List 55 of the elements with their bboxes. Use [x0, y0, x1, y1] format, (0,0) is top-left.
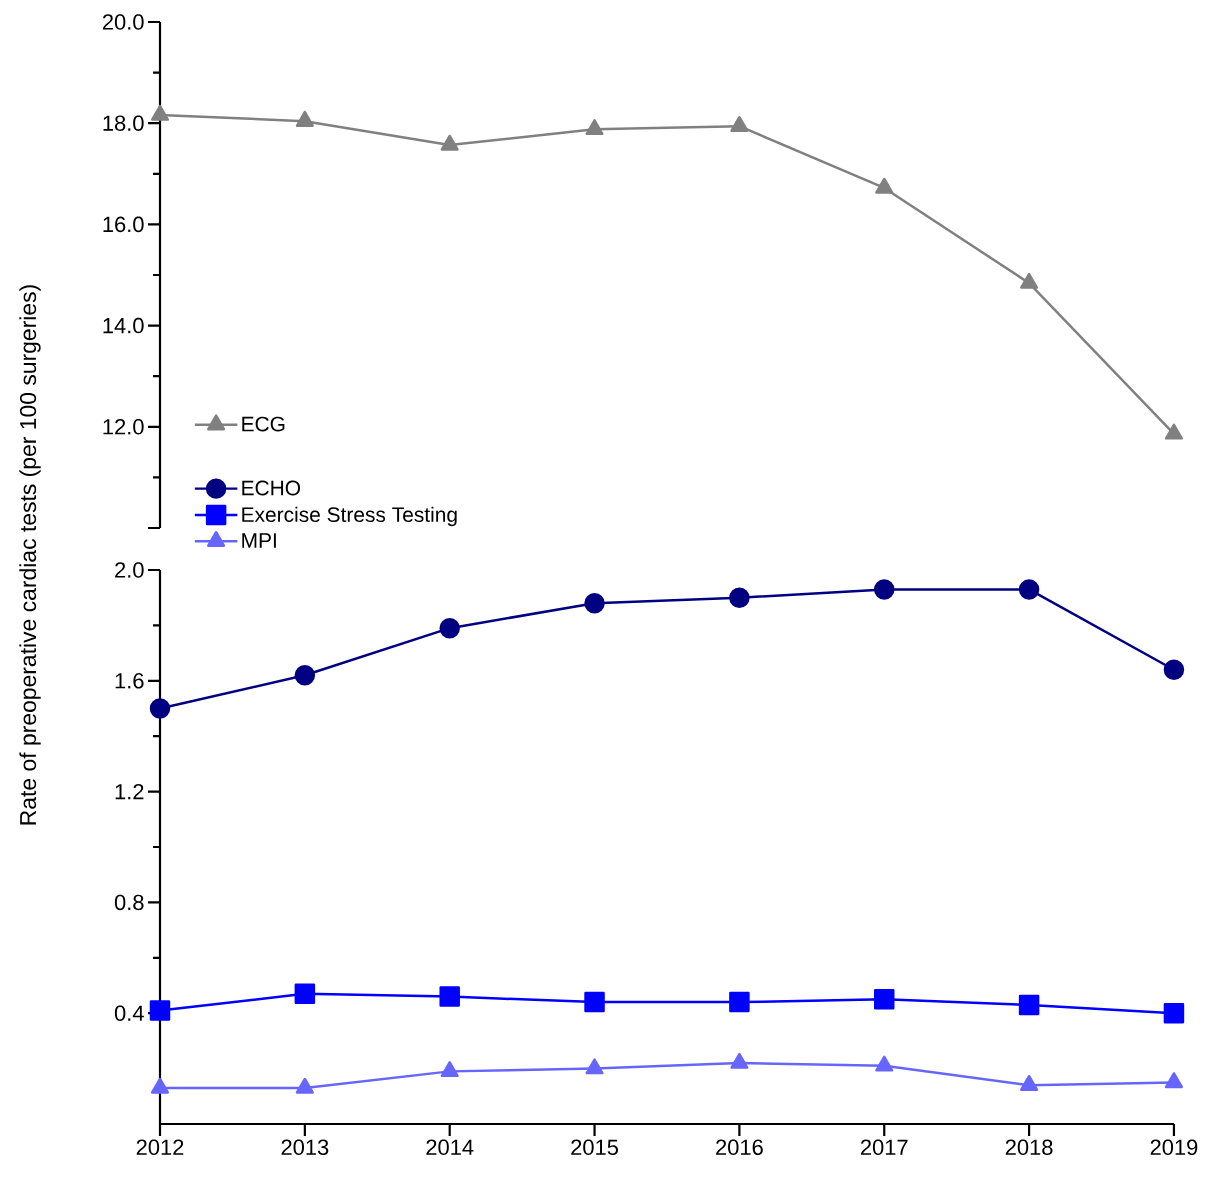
x-tick-label: 2015	[571, 1139, 618, 1156]
point	[729, 587, 750, 608]
point	[875, 177, 894, 194]
point	[294, 665, 316, 686]
x-tick-label: 2018	[1005, 1139, 1053, 1156]
y-tick-label: 16.0	[103, 216, 144, 233]
x-tick-label: 2012	[136, 1139, 184, 1156]
y-tick-label: 12.0	[103, 419, 144, 435]
point	[1164, 423, 1183, 440]
legend-label: ECHO	[242, 480, 301, 496]
legend-label: Exercise Stress Testing	[242, 506, 457, 527]
y-tick-label: 1.2	[115, 783, 144, 800]
point	[1020, 272, 1039, 289]
point	[874, 579, 895, 600]
point	[585, 119, 604, 136]
y-tick-label: 14.0	[103, 317, 144, 334]
point	[1163, 1002, 1185, 1024]
legend-label: ECG	[242, 416, 285, 432]
point	[439, 617, 460, 639]
y-tick-label: 1.6	[115, 673, 144, 689]
y-tick-label: 20.0	[102, 14, 144, 30]
point	[440, 134, 459, 151]
point	[1018, 579, 1040, 600]
point	[439, 986, 460, 1007]
point	[149, 1000, 171, 1021]
point	[729, 991, 750, 1013]
y-axis-title: Rate of preoperative cardiac tests (per 100 surgeries)	[19, 285, 41, 825]
point	[1164, 1072, 1183, 1089]
x-tick-label: 2014	[426, 1139, 474, 1156]
x-tick-label: 2019	[1150, 1139, 1198, 1156]
x-tick-label: 2017	[860, 1139, 908, 1156]
y-tick-label: 0.4	[114, 1005, 144, 1021]
point	[295, 110, 314, 127]
legend-label: MPI	[242, 533, 276, 548]
point	[1020, 1074, 1039, 1091]
point	[294, 983, 316, 1005]
y-tick-label: 2.0	[115, 562, 144, 578]
point	[874, 989, 895, 1010]
point	[440, 1061, 459, 1078]
point	[150, 1077, 170, 1094]
point	[875, 1055, 894, 1072]
point	[730, 115, 749, 132]
x-tick-label: 2013	[281, 1139, 329, 1156]
point	[1018, 994, 1040, 1016]
y-tick-label: 18.0	[103, 115, 144, 131]
point	[149, 698, 171, 719]
point	[730, 1052, 749, 1069]
y-tick-label: 0.8	[114, 894, 144, 911]
point	[585, 1058, 604, 1075]
point	[584, 592, 605, 614]
x-tick-label: 2016	[716, 1139, 763, 1156]
point	[150, 104, 170, 121]
point	[1163, 659, 1185, 680]
point	[295, 1077, 314, 1094]
point	[584, 991, 605, 1013]
